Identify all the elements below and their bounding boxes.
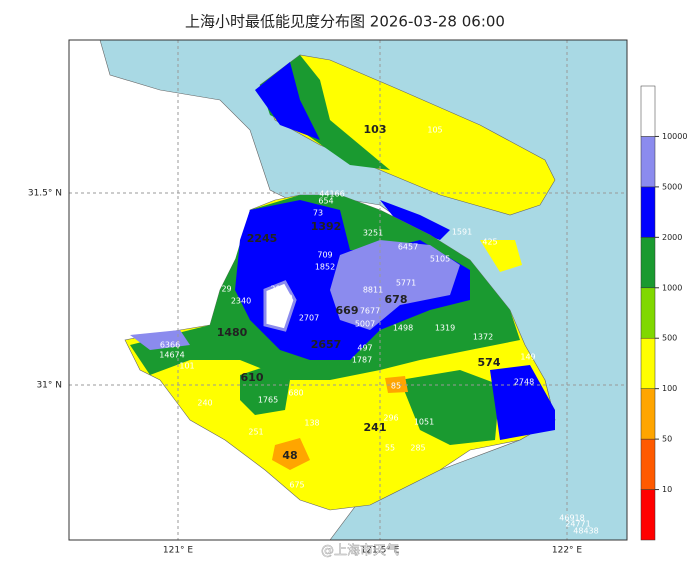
legend-swatch <box>640 237 656 289</box>
station-value-major: 48 <box>282 449 297 462</box>
station-value: 709 <box>317 251 332 260</box>
station-value: 5771 <box>396 279 416 288</box>
lon-label: 121° E <box>163 546 194 556</box>
zone-orange <box>272 438 310 470</box>
station-value: 1852 <box>315 263 335 272</box>
station-value: 285 <box>410 444 425 453</box>
station-value-major: 241 <box>364 421 387 434</box>
legend-label: 10000 <box>662 132 687 141</box>
station-value: 8811 <box>363 286 383 295</box>
lon-label: 121.5° E <box>361 546 400 556</box>
station-value: 296 <box>383 414 398 423</box>
station-value-major: 678 <box>385 293 408 306</box>
frame <box>68 39 628 541</box>
station-value-major: 2657 <box>311 338 342 351</box>
station-value-major: 2245 <box>247 232 278 245</box>
legend-swatch <box>640 287 656 339</box>
station-value: 73 <box>313 209 323 218</box>
title: 上海小时最低能见度分布图 2026-03-28 06:00 <box>185 13 505 31</box>
station-value-major: 669 <box>336 304 359 317</box>
station-value-major: 1392 <box>311 220 342 233</box>
zone-lavender <box>330 240 460 330</box>
station-value: 48438 <box>573 527 598 536</box>
station-value: 24771 <box>565 520 590 529</box>
legend-label: 10 <box>662 485 672 494</box>
zone-green-sw <box>240 365 290 415</box>
zone-white <box>263 280 297 332</box>
station-value: 3251 <box>363 229 383 238</box>
station-value: 5007 <box>355 320 375 329</box>
station-value: 2340 <box>231 297 251 306</box>
station-value: 1591 <box>452 228 472 237</box>
watermark: @上海市天气 <box>321 543 399 559</box>
station-value: 7677 <box>360 307 380 316</box>
station-value-major: 610 <box>241 371 264 384</box>
zone-lavender-w <box>130 330 190 350</box>
station-value: 680 <box>288 389 303 398</box>
station-value: 6366 <box>160 341 180 350</box>
station-value: 497 <box>357 344 372 353</box>
station-value-major: 1480 <box>217 326 248 339</box>
legend-swatch <box>640 85 656 137</box>
legend-label: 1000 <box>662 283 682 292</box>
legend-swatch <box>640 136 656 188</box>
hengsha-island <box>480 240 522 272</box>
station-value: 654 <box>318 197 333 206</box>
station-value: 2748 <box>514 378 534 387</box>
station-value: 1787 <box>352 356 372 365</box>
station-value: 1498 <box>393 324 413 333</box>
station-value: 149 <box>520 353 535 362</box>
station-value: 240 <box>197 399 212 408</box>
station-value: 5105 <box>430 255 450 264</box>
station-value: 44166 <box>319 190 344 199</box>
changxing-island <box>380 200 450 240</box>
legend-swatch <box>640 388 656 440</box>
lon-label: 122° E <box>552 546 583 556</box>
station-value: 200 <box>270 285 285 294</box>
station-value: 101 <box>179 362 194 371</box>
legend-label: 50 <box>662 435 672 444</box>
legend-swatch <box>640 438 656 490</box>
zone-orange-2 <box>385 376 408 393</box>
zone-blue-se <box>490 365 555 440</box>
station-value: 6457 <box>398 243 418 252</box>
legend-label: 2000 <box>662 233 682 242</box>
legend: 10 50 100 500 1000 2000 5000 10000 <box>640 85 687 541</box>
zone-green-se <box>400 370 500 445</box>
legend-label: 5000 <box>662 182 682 191</box>
station-value: 14674 <box>159 351 184 360</box>
station-value: 251 <box>248 428 263 437</box>
station-value: 425 <box>482 238 497 247</box>
lat-label: 31.5° N <box>28 189 62 199</box>
legend-swatch <box>640 489 656 541</box>
station-value: 85 <box>391 382 401 391</box>
station-value: 1051 <box>414 418 434 427</box>
lat-label: 31° N <box>36 381 62 391</box>
zone-blue <box>255 62 320 140</box>
station-value: 1319 <box>435 324 455 333</box>
legend-swatch <box>640 186 656 238</box>
station-value-major: 103 <box>364 123 387 136</box>
station-value: 138 <box>304 419 319 428</box>
station-value-major: 574 <box>478 356 501 369</box>
station-value: 2707 <box>299 314 319 323</box>
station-value: 675 <box>289 481 304 490</box>
station-value: 55 <box>385 444 395 453</box>
station-value: 105 <box>427 126 442 135</box>
station-value: 46918 <box>559 514 584 523</box>
station-value: 1765 <box>258 396 278 405</box>
station-value: 729 <box>216 285 231 294</box>
legend-swatch <box>640 337 656 389</box>
legend-label: 500 <box>662 334 677 343</box>
legend-label: 100 <box>662 384 677 393</box>
station-value: 20000 <box>267 294 292 303</box>
station-value: 1372 <box>473 333 493 342</box>
